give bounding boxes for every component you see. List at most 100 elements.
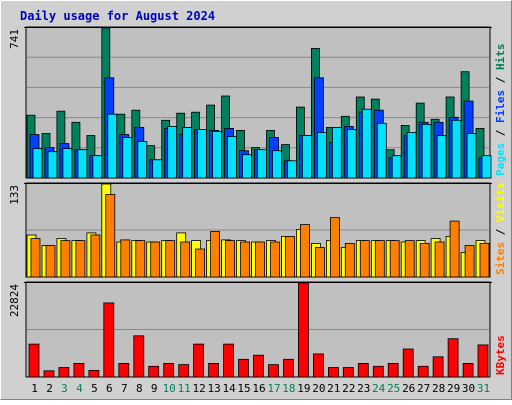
scale-label: 741 [8, 29, 21, 49]
bar-kbytes-day-18 [283, 358, 294, 378]
bar-sites-day-11 [180, 241, 191, 278]
x-tick-label: 23 [357, 382, 370, 395]
x-tick-label: 1 [31, 382, 38, 395]
bar-sites-day-5 [90, 234, 101, 278]
bar-sites-day-20 [314, 247, 325, 278]
bar-pages-day-14 [227, 136, 238, 179]
bar-sites-day-30 [464, 245, 475, 278]
bar-sites-day-1 [30, 238, 41, 278]
bar-kbytes-day-31 [477, 344, 489, 378]
bar-pages-day-8 [137, 141, 148, 179]
bar-kbytes-day-7 [118, 362, 130, 378]
bar-sites-day-7 [120, 239, 131, 278]
bar-kbytes-day-21 [327, 367, 339, 378]
bar-sites-day-18 [285, 235, 295, 278]
bars [26, 183, 490, 278]
bar-pages-day-19 [301, 135, 312, 179]
bar-kbytes-day-13 [208, 362, 220, 378]
bar-sites-day-12 [195, 248, 206, 278]
bar-sites-day-23 [359, 240, 370, 278]
bar-kbytes-day-19 [297, 282, 309, 378]
x-tick-label: 22 [342, 382, 355, 395]
x-tick-label: 3 [61, 382, 68, 395]
x-tick-label: 27 [417, 382, 430, 395]
x-tick-label: 17 [267, 382, 280, 395]
bar-kbytes-day-24 [372, 365, 384, 378]
x-tick-label: 18 [282, 382, 295, 395]
panel-visits-sites: 133 Sites / Visits [8, 182, 507, 278]
bar-kbytes-day-17 [268, 364, 279, 378]
bar-sites-day-16 [255, 241, 265, 278]
bar-pages-day-9 [152, 159, 163, 179]
bar-sites-day-17 [270, 241, 280, 278]
bar-sites-day-9 [150, 241, 161, 278]
x-tick-label: 13 [207, 382, 220, 395]
bar-sites-day-24 [374, 240, 385, 278]
x-tick-label: 29 [447, 382, 460, 395]
bar-kbytes-day-9 [148, 365, 160, 378]
chart-title: Daily usage for August 2024 [20, 9, 215, 23]
legend: Pages / Files / Hits [494, 44, 507, 177]
bar-kbytes-day-16 [253, 354, 264, 378]
bar-pages-day-16 [257, 149, 267, 179]
bar-pages-day-27 [421, 124, 432, 179]
x-tick-label: 6 [106, 382, 113, 395]
x-axis-labels: 1 2 3 4 5 6 7 8 9 10 11 12 13 14 15 16 17 18 19 20 21 22 23 24 2… [31, 382, 490, 395]
bar-pages-day-24 [376, 122, 387, 179]
x-tick-label: 7 [121, 382, 128, 395]
bar-sites-day-21 [329, 217, 340, 278]
scale-label: 22824 [8, 284, 21, 317]
bar-pages-day-30 [466, 133, 477, 179]
bar-kbytes-day-4 [73, 362, 85, 378]
bar-pages-day-11 [182, 127, 193, 179]
bar-pages-day-22 [346, 128, 357, 179]
bar-sites-day-28 [434, 241, 445, 278]
x-tick-label: 28 [432, 382, 445, 395]
bars [26, 27, 492, 179]
x-tick-label: 4 [76, 382, 83, 395]
bar-pages-day-12 [197, 128, 208, 179]
bar-sites-day-27 [419, 242, 430, 278]
bar-pages-day-3 [62, 148, 73, 179]
x-tick-label: 12 [192, 382, 205, 395]
bar-pages-day-7 [122, 137, 133, 179]
bar-sites-day-10 [165, 240, 176, 278]
x-tick-label: 8 [136, 382, 143, 395]
chart-panels: 741 Pages / Files / Hits 133 Sites / Visits… [8, 26, 507, 378]
bar-pages-day-17 [272, 150, 282, 179]
bar-sites-day-2 [45, 245, 56, 278]
legend-sites: Sites [494, 242, 507, 275]
bar-kbytes-day-3 [58, 367, 70, 378]
bar-kbytes-day-14 [223, 343, 235, 378]
bar-kbytes-day-25 [387, 362, 399, 378]
scale-label: 133 [8, 185, 21, 205]
bar-pages-day-6 [107, 113, 118, 179]
bar-pages-day-5 [92, 155, 103, 179]
bar-kbytes-day-27 [417, 365, 429, 378]
legend-separator: / [494, 70, 507, 90]
x-tick-label: 5 [91, 382, 98, 395]
legend-separator: / [494, 222, 507, 242]
bar-kbytes-day-6 [103, 302, 115, 378]
bar-sites-day-3 [60, 240, 71, 278]
legend-visits: Visits [494, 182, 507, 222]
x-tick-label: 25 [387, 382, 400, 395]
bar-kbytes-day-2 [43, 370, 55, 378]
x-tick-label: 14 [222, 382, 236, 395]
bar-kbytes-day-5 [88, 369, 100, 378]
legend-files: Files [494, 90, 507, 123]
bar-sites-day-22 [344, 242, 355, 278]
bar-kbytes-day-8 [133, 335, 145, 378]
bar-pages-day-20 [316, 132, 327, 179]
x-tick-label: 24 [372, 382, 386, 395]
bar-pages-day-10 [167, 126, 178, 179]
bar-sites-day-29 [449, 220, 460, 278]
bar-pages-day-23 [361, 108, 372, 179]
x-tick-label: 30 [462, 382, 475, 395]
x-tick-label: 21 [327, 382, 340, 395]
legend: Sites / Visits [494, 182, 507, 275]
bar-sites-day-19 [299, 224, 310, 278]
bar-sites-day-15 [240, 241, 250, 278]
